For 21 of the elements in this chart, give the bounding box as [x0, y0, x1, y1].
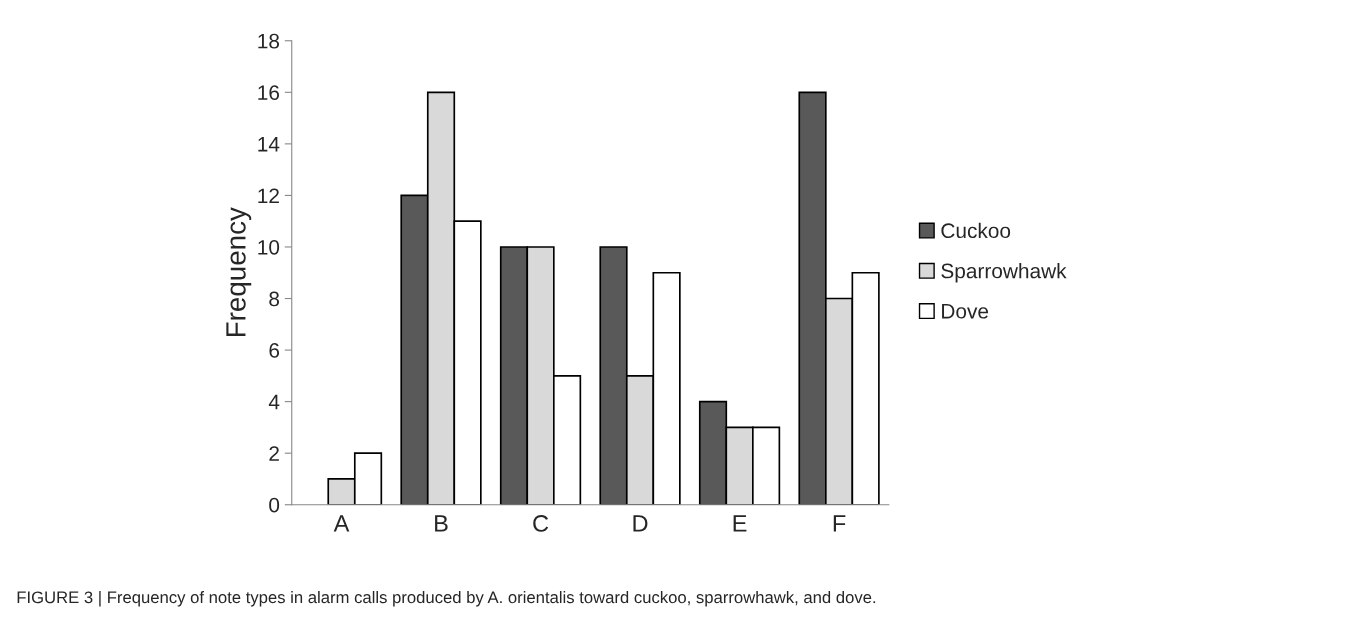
y-tick-label: 16 — [258, 85, 280, 101]
legend-label: Cuckoo — [941, 222, 1011, 239]
y-tick-label: 0 — [269, 497, 280, 513]
x-tick-label: B — [435, 515, 448, 532]
y-tick-label: 18 — [258, 33, 280, 49]
y-tick-label: 10 — [258, 239, 280, 255]
caption: FIGURE 3 | Frequency of note types in alarm calls produced by A. orientalis toward cuckoo, sparrowhawk, and dove. — [17, 590, 876, 607]
y-tick-label: 6 — [269, 343, 280, 358]
legend-label: Sparrowhawk — [941, 263, 1067, 283]
y-tick-label: 8 — [269, 291, 280, 307]
y-tick-label: 14 — [258, 137, 280, 152]
legend-label: Dove — [942, 304, 989, 319]
y-tick-label: 2 — [269, 446, 279, 461]
x-tick-label: A — [333, 515, 350, 532]
y-tick-label: 12 — [258, 188, 279, 203]
y-axis-title: Frequency — [226, 207, 252, 337]
x-tick-label: F — [833, 515, 846, 532]
x-tick-label: D — [633, 515, 648, 532]
x-tick-label: E — [733, 515, 747, 532]
x-tick-label: C — [533, 515, 549, 532]
y-tick-label: 4 — [268, 394, 280, 410]
